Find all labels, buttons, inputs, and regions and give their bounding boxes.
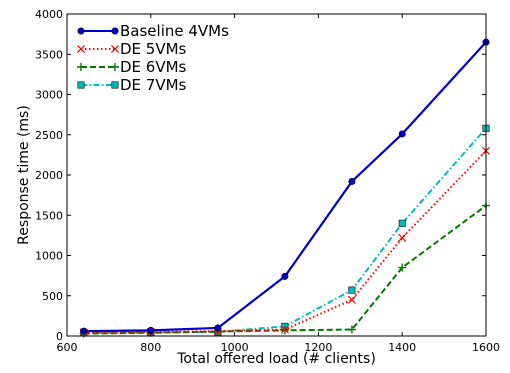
y-tick-label: 4000	[35, 8, 63, 21]
legend-marker	[76, 44, 86, 54]
data-point	[348, 286, 356, 294]
legend-marker	[77, 81, 85, 89]
legend-label: Baseline 4VMs	[120, 22, 229, 40]
y-tick-label: 1500	[35, 209, 63, 222]
legend-marker	[77, 27, 85, 35]
x-tick-label: 1600	[472, 341, 500, 354]
legend-label: DE 6VMs	[120, 58, 187, 76]
series-line	[83, 204, 487, 335]
legend-label: DE 7VMs	[120, 76, 187, 94]
y-tick-label: 1000	[35, 250, 63, 263]
data-point	[348, 177, 356, 185]
x-axis-label: Total offered load (# clients)	[176, 351, 376, 367]
legend-marker	[110, 44, 120, 54]
y-tick-label: 3500	[35, 48, 63, 61]
y-tick-label: 2000	[35, 169, 63, 182]
x-tick-label: 1200	[304, 341, 332, 354]
y-tick-label: 3000	[35, 89, 63, 102]
x-tick-label: 600	[57, 341, 78, 354]
data-point	[80, 327, 88, 335]
legend-marker	[77, 63, 85, 71]
x-tick-label: 1400	[388, 341, 416, 354]
x-tick-label: 1000	[221, 341, 249, 354]
y-tick-label: 0	[56, 330, 63, 343]
legend-marker	[111, 27, 119, 35]
data-point	[398, 233, 407, 242]
axes: 600 800 1000 1200 1400 1600 0 500 1000 1500 2000 25…	[35, 8, 500, 354]
data-point	[280, 325, 289, 334]
y-axis-label: Response time (ms)	[16, 105, 32, 245]
data-point	[281, 272, 289, 280]
data-point	[347, 325, 356, 334]
legend-label: DE 5VMs	[120, 40, 187, 58]
data-point	[398, 263, 407, 272]
legend-marker	[111, 63, 119, 71]
series-line	[83, 150, 487, 334]
series-line	[83, 127, 487, 334]
data-point	[214, 324, 222, 332]
data-point	[398, 219, 406, 227]
y-tick-label: 500	[42, 290, 63, 303]
y-tick-label: 2500	[35, 129, 63, 142]
legend-marker	[111, 81, 119, 89]
data-point	[398, 130, 406, 138]
data-point	[347, 295, 356, 304]
x-tick-label: 800	[140, 341, 161, 354]
